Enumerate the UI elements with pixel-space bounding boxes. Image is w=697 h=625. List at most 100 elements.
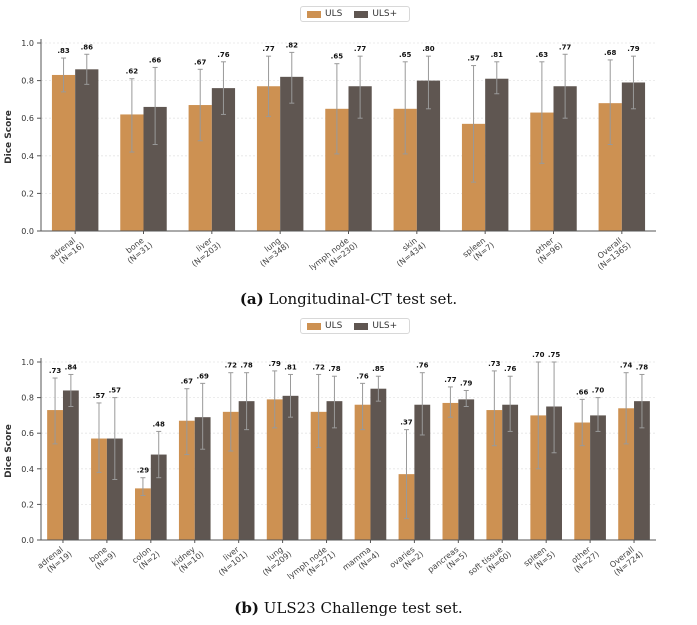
bar: [326, 401, 343, 540]
data-label: .77: [559, 43, 572, 51]
x-tick-label: bone(N=31): [120, 233, 154, 265]
y-tick-label: 0.0: [21, 227, 34, 236]
legend-swatch-uls: [307, 10, 321, 18]
data-label: .69: [196, 372, 209, 380]
bar: [256, 86, 281, 232]
bar: [485, 78, 509, 231]
bar: [458, 399, 475, 540]
data-label: .79: [460, 379, 473, 387]
caption-text: ULS23 Challenge test set.: [258, 599, 463, 617]
x-tick-label: skin(N=434): [390, 233, 428, 268]
chart-panel-b: ULS ULS+ 0.0 0.2 0.4 0.6 0.8 1.0 Dice Score .73…: [0, 314, 697, 625]
data-label: .77: [444, 376, 457, 384]
data-label: .77: [354, 45, 367, 53]
bar: [143, 106, 167, 231]
data-label: .62: [126, 68, 139, 76]
bar: [442, 402, 459, 540]
bar: [393, 108, 417, 231]
data-label: .74: [620, 362, 633, 370]
y-tick-label: 1.0: [21, 39, 34, 48]
bar: [574, 422, 591, 540]
legend-swatch-uls-plus: [354, 10, 369, 18]
y-axis-label: Dice Score: [4, 110, 14, 164]
y-tick-label: 0.8: [21, 77, 34, 86]
data-label: .63: [536, 51, 549, 59]
bar: [266, 399, 283, 540]
legend-label-uls: ULS: [325, 9, 343, 19]
bar: [75, 69, 99, 231]
bar: [62, 390, 79, 540]
legend-label-uls-plus: ULS+: [372, 321, 398, 331]
bar: [590, 415, 606, 540]
y-tick-label: 0.6: [21, 429, 34, 438]
bar: [486, 410, 503, 540]
data-label: .82: [286, 41, 299, 49]
bar: [51, 74, 76, 232]
data-label: .57: [93, 392, 106, 400]
x-tick-label: spleen(N=7): [461, 233, 496, 266]
data-label: .70: [532, 351, 545, 359]
bar: [188, 105, 212, 231]
x-tick-label: pancreas(N=5): [426, 542, 469, 581]
data-label: .67: [181, 378, 194, 386]
legend-swatch-uls: [307, 322, 321, 330]
data-label: .77: [262, 45, 275, 53]
bar: [348, 86, 372, 232]
data-label: .81: [284, 363, 297, 371]
chart-panel-a: ULS ULS+ 0.0 0.2 0.4 0.6 0.8 1.0 Dice Score .83…: [4, 6, 656, 308]
x-tick-label: other(N=96): [530, 233, 564, 265]
data-label: .79: [627, 45, 640, 53]
x-tick-label: other(N=27): [567, 542, 601, 574]
x-tick-label: liver(N=203): [185, 233, 223, 268]
x-tick-label: spleen(N=5): [522, 542, 557, 575]
bar: [553, 86, 577, 232]
x-tick-label: lymph node(N=230): [308, 233, 360, 279]
bar: [414, 404, 431, 540]
x-tick-label: Overall(N=1365): [591, 233, 633, 271]
y-tick-label: 0.8: [21, 394, 34, 403]
x-tick-label: liver(N=101): [211, 542, 249, 577]
bar: [194, 417, 211, 540]
data-label: .29: [137, 467, 150, 475]
legend: ULS ULS+: [300, 318, 411, 334]
caption-tag: (a): [239, 290, 264, 308]
y-tick-label: 0.4: [21, 465, 34, 474]
legend-label-uls-plus: ULS+: [372, 9, 398, 19]
data-label: .48: [153, 420, 166, 428]
y-tick-label: 0.4: [21, 152, 34, 161]
data-label: .66: [149, 56, 162, 64]
data-label: .65: [399, 51, 412, 59]
x-tick-label: adrenal(N=16): [48, 233, 86, 268]
x-tick-label: Overall(N=724): [607, 542, 645, 577]
x-tick-label: colon(N=2): [130, 542, 161, 572]
data-label: .37: [400, 419, 413, 427]
bar: [530, 112, 554, 231]
x-tick-label: soft tissue(N=60): [466, 542, 513, 584]
bar: [47, 410, 63, 540]
x-tick-label: lung(N=348): [253, 233, 291, 268]
bar: [91, 438, 107, 540]
bar: [502, 404, 519, 540]
data-label: .78: [328, 365, 341, 373]
x-tick-label: lymph node(N=271): [286, 542, 338, 588]
data-label: .84: [65, 363, 78, 371]
bar-chart-a: 0.0 0.2 0.4 0.6 0.8 1.0 Dice Score .83 .62 .67 .77…: [4, 39, 656, 279]
bar: [120, 114, 144, 231]
bar: [282, 395, 299, 540]
data-label: .72: [225, 362, 238, 370]
data-label: .68: [604, 49, 617, 57]
x-tick-label: kidney(N=10): [170, 542, 205, 575]
bar: [546, 406, 562, 540]
data-label: .73: [488, 360, 501, 368]
bar: [370, 388, 387, 540]
bar: [310, 411, 327, 540]
data-label: .57: [109, 387, 122, 395]
data-label: .73: [49, 367, 62, 375]
bar: [135, 488, 151, 540]
legend: ULS ULS+: [300, 6, 411, 22]
data-label: .75: [548, 351, 561, 359]
data-label: .85: [372, 365, 385, 373]
data-label: .57: [467, 55, 480, 63]
legend-swatch-uls-plus: [354, 322, 369, 330]
y-tick-label: 0.6: [21, 114, 34, 123]
